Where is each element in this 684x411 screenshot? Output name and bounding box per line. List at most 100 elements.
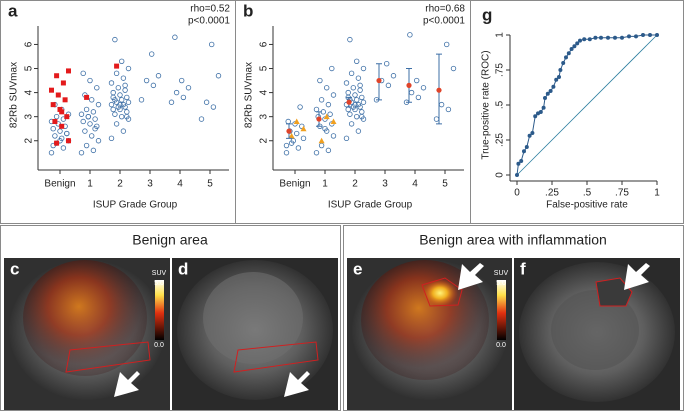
colorbar-max: 5.0 <box>496 280 506 287</box>
point <box>150 82 157 89</box>
point <box>325 147 332 154</box>
point <box>59 123 65 129</box>
point <box>345 89 351 96</box>
y-tick-label: 2 <box>259 138 270 144</box>
point <box>347 36 353 43</box>
annotation: p<0.0001 <box>423 16 465 27</box>
point <box>85 113 91 120</box>
point <box>87 77 93 84</box>
point <box>60 145 67 151</box>
point <box>80 118 86 125</box>
point <box>143 77 150 84</box>
point <box>138 97 145 103</box>
point <box>52 133 58 139</box>
point <box>55 92 61 98</box>
point <box>414 77 420 84</box>
point <box>62 97 68 103</box>
point <box>438 101 445 108</box>
x-tick-label: .5 <box>583 188 592 199</box>
panel-label: f <box>520 259 526 278</box>
y-tick-label: 4 <box>259 89 270 95</box>
x-tick-label: 3 <box>382 179 388 190</box>
point <box>108 101 115 108</box>
point <box>54 73 60 79</box>
point <box>390 73 397 79</box>
y-tick-label: .5 <box>495 100 506 109</box>
point <box>352 92 358 98</box>
point <box>343 135 350 142</box>
point <box>50 126 56 132</box>
point <box>94 85 100 91</box>
y-tick-label: .25 <box>495 133 506 147</box>
panel-label: a <box>8 1 18 20</box>
point <box>52 118 58 124</box>
point <box>124 113 130 120</box>
x-axis-title: ISUP Grade Group <box>328 200 413 211</box>
mean-point <box>376 77 382 84</box>
point <box>354 58 360 64</box>
panel-label: d <box>178 259 188 278</box>
point <box>384 61 390 67</box>
point <box>66 68 71 74</box>
panel-label: g <box>482 5 492 24</box>
point <box>360 99 367 105</box>
point <box>215 73 222 79</box>
point <box>117 92 123 98</box>
point <box>90 147 97 154</box>
point <box>110 106 116 113</box>
point <box>325 101 332 108</box>
point <box>288 132 295 139</box>
roc-point <box>634 34 638 39</box>
point <box>357 87 363 93</box>
point <box>114 63 120 69</box>
point <box>354 113 360 120</box>
point <box>357 82 363 89</box>
reference-line <box>516 34 658 176</box>
roc-point <box>569 47 574 51</box>
roc-point <box>566 51 571 56</box>
roc-point <box>543 96 547 100</box>
point <box>118 97 125 103</box>
point <box>112 36 118 43</box>
y-tick-label: 5 <box>24 65 35 71</box>
roc-point <box>648 33 652 37</box>
point <box>324 85 330 91</box>
image-c <box>4 258 170 410</box>
point <box>203 99 210 105</box>
point <box>210 104 217 110</box>
x-axis-title: ISUP Grade Group <box>93 200 178 211</box>
mean-point <box>406 82 412 88</box>
point <box>117 101 123 108</box>
point <box>415 94 422 101</box>
point <box>125 99 132 105</box>
section-title: Benign area with inflammation <box>419 232 607 248</box>
point <box>92 126 98 132</box>
point <box>347 111 353 117</box>
panel-label: c <box>10 259 19 278</box>
point <box>313 106 320 113</box>
roc-point <box>575 41 580 46</box>
point <box>385 82 392 89</box>
y-tick-label: 4 <box>24 89 35 95</box>
point <box>299 123 305 129</box>
y-axis-title: 82Rb SUVmax <box>9 62 20 128</box>
point <box>445 106 452 113</box>
point <box>95 138 102 144</box>
annotation: rho=0.68 <box>425 4 465 15</box>
point <box>84 94 90 100</box>
roc-point <box>551 84 556 89</box>
point <box>283 150 290 156</box>
point <box>59 109 65 115</box>
point <box>300 135 307 142</box>
panel-label: b <box>243 1 253 20</box>
point <box>297 104 303 110</box>
point <box>444 41 450 48</box>
roc-point <box>587 37 592 42</box>
point <box>66 138 71 144</box>
x-tick-label: 3 <box>147 179 153 190</box>
roc-point <box>627 34 631 39</box>
mean-point <box>346 99 352 105</box>
roc-point <box>572 44 577 49</box>
point <box>57 128 63 134</box>
point <box>178 77 185 84</box>
